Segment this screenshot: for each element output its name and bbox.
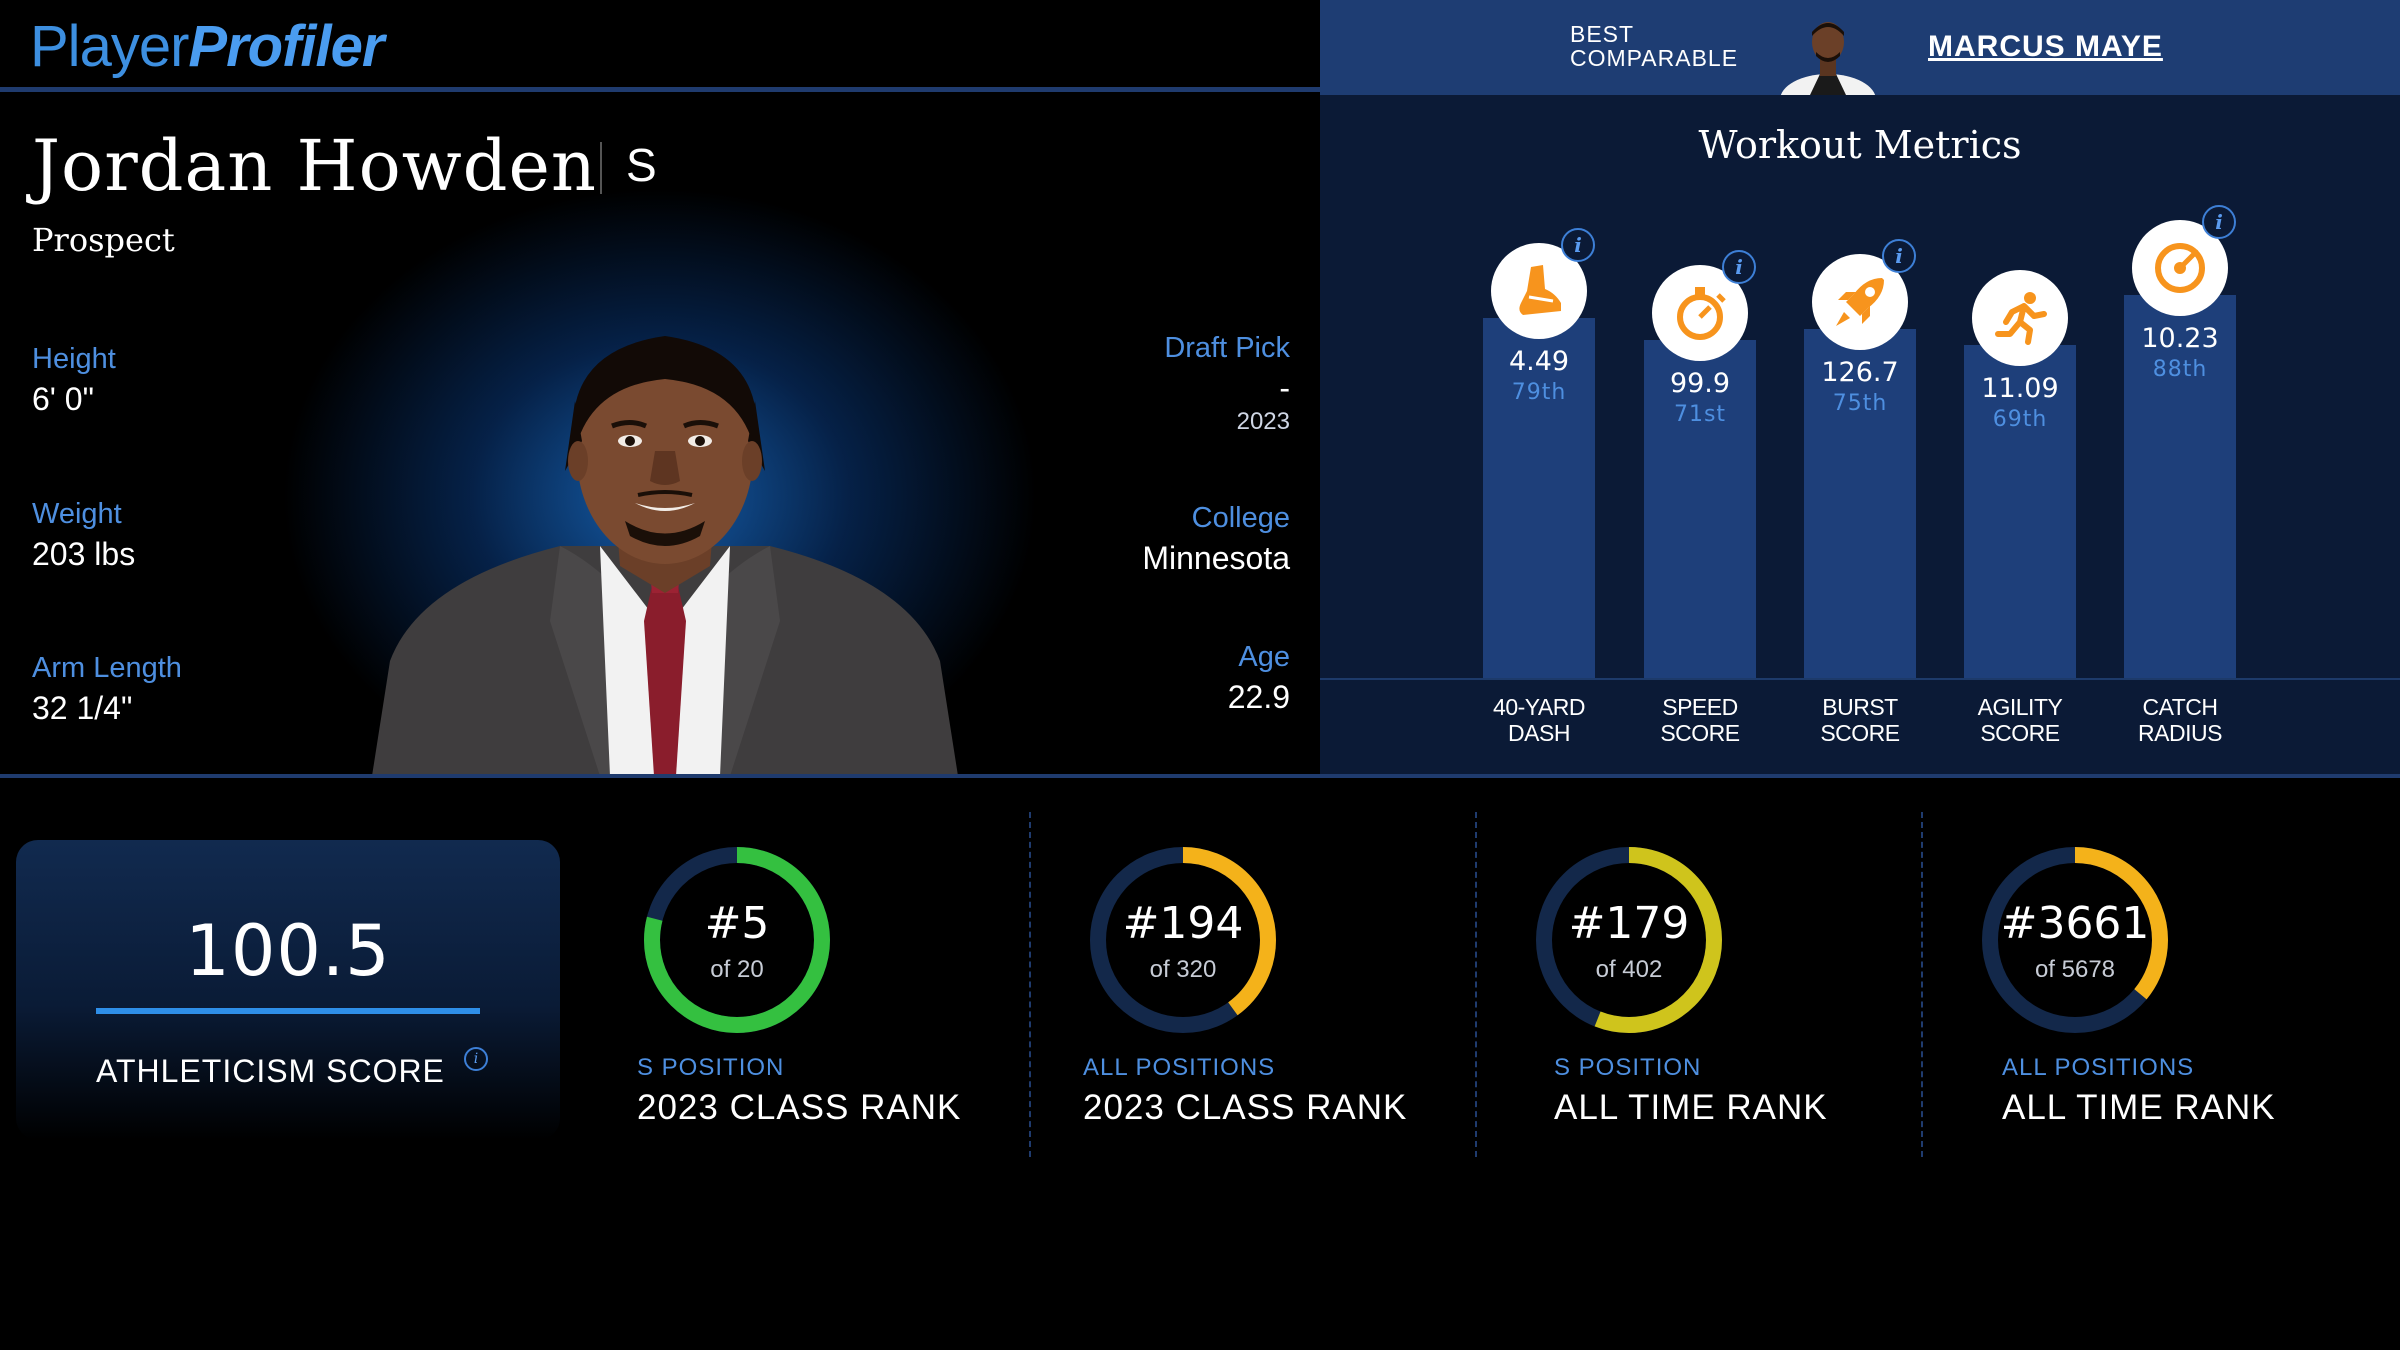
rank-scope: S POSITION [1554, 1054, 1702, 1081]
athleticism-score-underline [96, 1008, 480, 1014]
workout-metrics-panel: Workout Metrics i 4.49 79th 40-YARD DASH… [1320, 95, 2400, 774]
metric-bar [1644, 340, 1756, 678]
rank-scope: ALL POSITIONS [1083, 1054, 1276, 1081]
rank-total: of 320 [1149, 956, 1217, 983]
rank-ring [644, 847, 830, 1033]
arm-length-value: 32 1/4" [32, 690, 133, 726]
ring-progress [644, 847, 830, 1033]
athleticism-score-value: 100.5 [185, 910, 391, 992]
draft-pick-value: - [1279, 370, 1290, 406]
info-icon[interactable]: i [1882, 239, 1916, 273]
rank-ring [1090, 847, 1276, 1033]
age-value: 22.9 [1227, 679, 1290, 715]
metric-value: 4.49 [1508, 346, 1570, 377]
info-icon[interactable]: i [1561, 228, 1595, 262]
draft-year: 2023 [1236, 408, 1290, 435]
best-comparable-label-line2: COMPARABLE [1570, 45, 1739, 71]
rank-total: of 5678 [2034, 956, 2116, 983]
weight-label: Weight [32, 498, 122, 530]
athleticism-score-card: 100.5 ATHLETICISM SCORE i [16, 840, 560, 1140]
metric-value: 99.9 [1669, 368, 1731, 399]
rank-scope: ALL POSITIONS [2002, 1054, 2195, 1081]
runner-icon [1972, 270, 2068, 366]
info-icon[interactable]: i [2202, 205, 2236, 239]
metric-label: 40-YARD DASH [1493, 694, 1585, 746]
rank-position-all-time: #179 of 402 S POSITION ALL TIME RANK [1529, 840, 1959, 1160]
rank-ring [1536, 847, 1722, 1033]
metric-agility-score[interactable]: 11.09 69th AGILITY SCORE [1964, 95, 2076, 746]
rank-ring [1982, 847, 2168, 1033]
rank-number: #194 [1122, 898, 1244, 949]
player-headshot [372, 336, 958, 776]
rank-title: ALL TIME RANK [1554, 1088, 1828, 1127]
metric-label: BURST SCORE [1820, 694, 1900, 746]
player-name: Jordan Howden [32, 125, 597, 207]
rank-separator [1475, 812, 1477, 1157]
ring-progress [1982, 847, 2168, 1033]
arm-length-label: Arm Length [32, 652, 182, 684]
ring-progress [1090, 847, 1276, 1033]
height-value: 6' 0" [32, 381, 94, 417]
section-divider [0, 774, 2400, 778]
best-comparable-label: BEST COMPARABLE [1570, 22, 1738, 70]
metric-percentile: 69th [1992, 407, 2048, 432]
metric-bar [1483, 318, 1595, 678]
logo-player-text: Player [30, 14, 189, 79]
rank-title: 2023 CLASS RANK [637, 1088, 962, 1127]
info-icon[interactable]: i [1722, 250, 1756, 284]
rank-title: ALL TIME RANK [2002, 1088, 2276, 1127]
player-position: S [626, 139, 657, 191]
site-logo[interactable]: PlayerProfiler [30, 12, 384, 82]
rank-all-all-time: #3661 of 5678 ALL POSITIONS ALL TIME RAN… [1975, 840, 2400, 1160]
draft-pick-label: Draft Pick [1164, 332, 1290, 364]
rank-scope: S POSITION [637, 1054, 785, 1081]
metric-percentile: 88th [2152, 357, 2208, 382]
ring-progress [1536, 847, 1722, 1033]
metric-bar [1964, 345, 2076, 678]
college-label: College [1191, 502, 1290, 534]
metric-bar [2124, 295, 2236, 678]
metric-burst-score[interactable]: i 126.7 75th BURST SCORE [1804, 95, 1916, 746]
rank-number: #179 [1568, 898, 1690, 949]
weight-value: 203 lbs [32, 536, 136, 572]
best-comparable-bar: BEST COMPARABLE MARCUS MAYE [1320, 0, 2400, 95]
info-icon[interactable]: i [464, 1047, 488, 1071]
metric-percentile: 71st [1673, 402, 1727, 427]
header-bar: PlayerProfiler [0, 0, 1320, 92]
athleticism-score-label: ATHLETICISM SCORE [96, 1053, 445, 1089]
rank-total: of 402 [1595, 956, 1663, 983]
rank-number: #3661 [2000, 898, 2150, 949]
player-status: Prospect [32, 221, 175, 259]
metric-percentile: 75th [1832, 391, 1888, 416]
player-info-panel: Jordan Howden S Prospect Height 6' 0" We… [0, 96, 1320, 776]
metric-value: 10.23 [2141, 323, 2219, 354]
metric-label: CATCH RADIUS [2138, 694, 2222, 746]
rank-total: of 20 [710, 956, 764, 983]
metric-label: AGILITY SCORE [1977, 694, 2063, 746]
rank-separator [1029, 812, 1031, 1157]
comparable-avatar [1780, 12, 1876, 95]
rank-separator [1921, 812, 1923, 1157]
metric-speed-score[interactable]: i 99.9 71st SPEED SCORE [1644, 95, 1756, 746]
metric-percentile: 79th [1511, 380, 1567, 405]
metric-value: 126.7 [1821, 357, 1899, 388]
metric-catch-radius[interactable]: i 10.23 88th CATCH RADIUS [2124, 95, 2236, 746]
workout-metrics-title: Workout Metrics [1698, 123, 2022, 167]
metric-40-yard-dash[interactable]: i 4.49 79th 40-YARD DASH [1483, 95, 1595, 746]
best-comparable-label-line1: BEST [1570, 21, 1635, 47]
rank-title: 2023 CLASS RANK [1083, 1088, 1408, 1127]
name-divider [600, 142, 602, 194]
best-comparable-link[interactable]: MARCUS MAYE [1928, 30, 2163, 63]
logo-profiler-text: Profiler [188, 14, 384, 79]
chart-baseline [1320, 678, 2400, 680]
metric-bar [1804, 329, 1916, 678]
height-label: Height [32, 343, 116, 375]
rank-number: #5 [704, 898, 770, 949]
college-value: Minnesota [1142, 540, 1290, 576]
age-label: Age [1238, 641, 1290, 673]
rank-all-class: #194 of 320 ALL POSITIONS 2023 CLASS RAN… [1083, 840, 1513, 1160]
rank-position-class: #5 of 20 S POSITION 2023 CLASS RANK [637, 840, 1067, 1160]
metric-label: SPEED SCORE [1660, 694, 1740, 746]
metric-value: 11.09 [1981, 373, 2059, 404]
